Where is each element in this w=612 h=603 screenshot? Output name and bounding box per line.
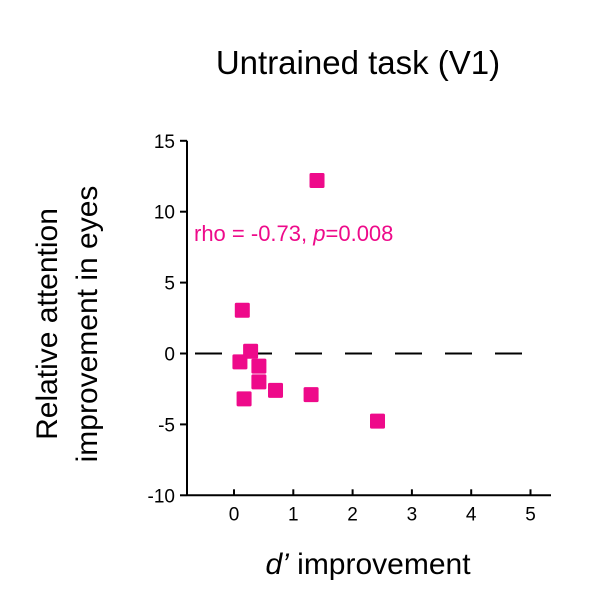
x-tick-label: 3: [407, 504, 418, 525]
data-point: [370, 413, 386, 429]
y-tick-label: -5: [158, 415, 175, 436]
data-point: [268, 382, 284, 398]
x-axis-title-rest: improvement: [289, 548, 471, 581]
annotation-p: p: [312, 221, 325, 246]
y-tick-label: 10: [154, 203, 175, 224]
y-axis-title-line1: Relative attention: [31, 208, 64, 440]
x-tick-label: 2: [347, 504, 358, 525]
correlation-annotation: rho = -0.73, p=0.008: [194, 221, 393, 246]
y-tick-label: 15: [154, 132, 175, 153]
data-point: [236, 391, 252, 407]
y-axis-title-line2: improvement in eyes: [71, 186, 104, 463]
x-tick-label: 5: [525, 504, 536, 525]
annotation-p-value: =0.008: [326, 221, 394, 246]
data-point: [234, 302, 250, 318]
x-tick-label: 1: [288, 504, 299, 525]
chart-title: Untrained task (V1): [216, 44, 500, 81]
x-axis-title: d’ improvement: [265, 548, 471, 581]
x-axis-title-italic: d’: [265, 548, 290, 581]
y-tick-label: -10: [148, 486, 175, 507]
data-point: [232, 354, 248, 370]
data-point: [303, 387, 319, 403]
y-tick-label: 5: [164, 274, 175, 295]
y-tick-label: 0: [164, 345, 175, 366]
data-point: [309, 173, 325, 189]
x-tick-label: 0: [229, 504, 240, 525]
annotation-rho: rho = -0.73,: [194, 221, 313, 246]
x-tick-label: 4: [466, 504, 477, 525]
data-point: [251, 358, 267, 374]
data-point: [251, 374, 267, 390]
